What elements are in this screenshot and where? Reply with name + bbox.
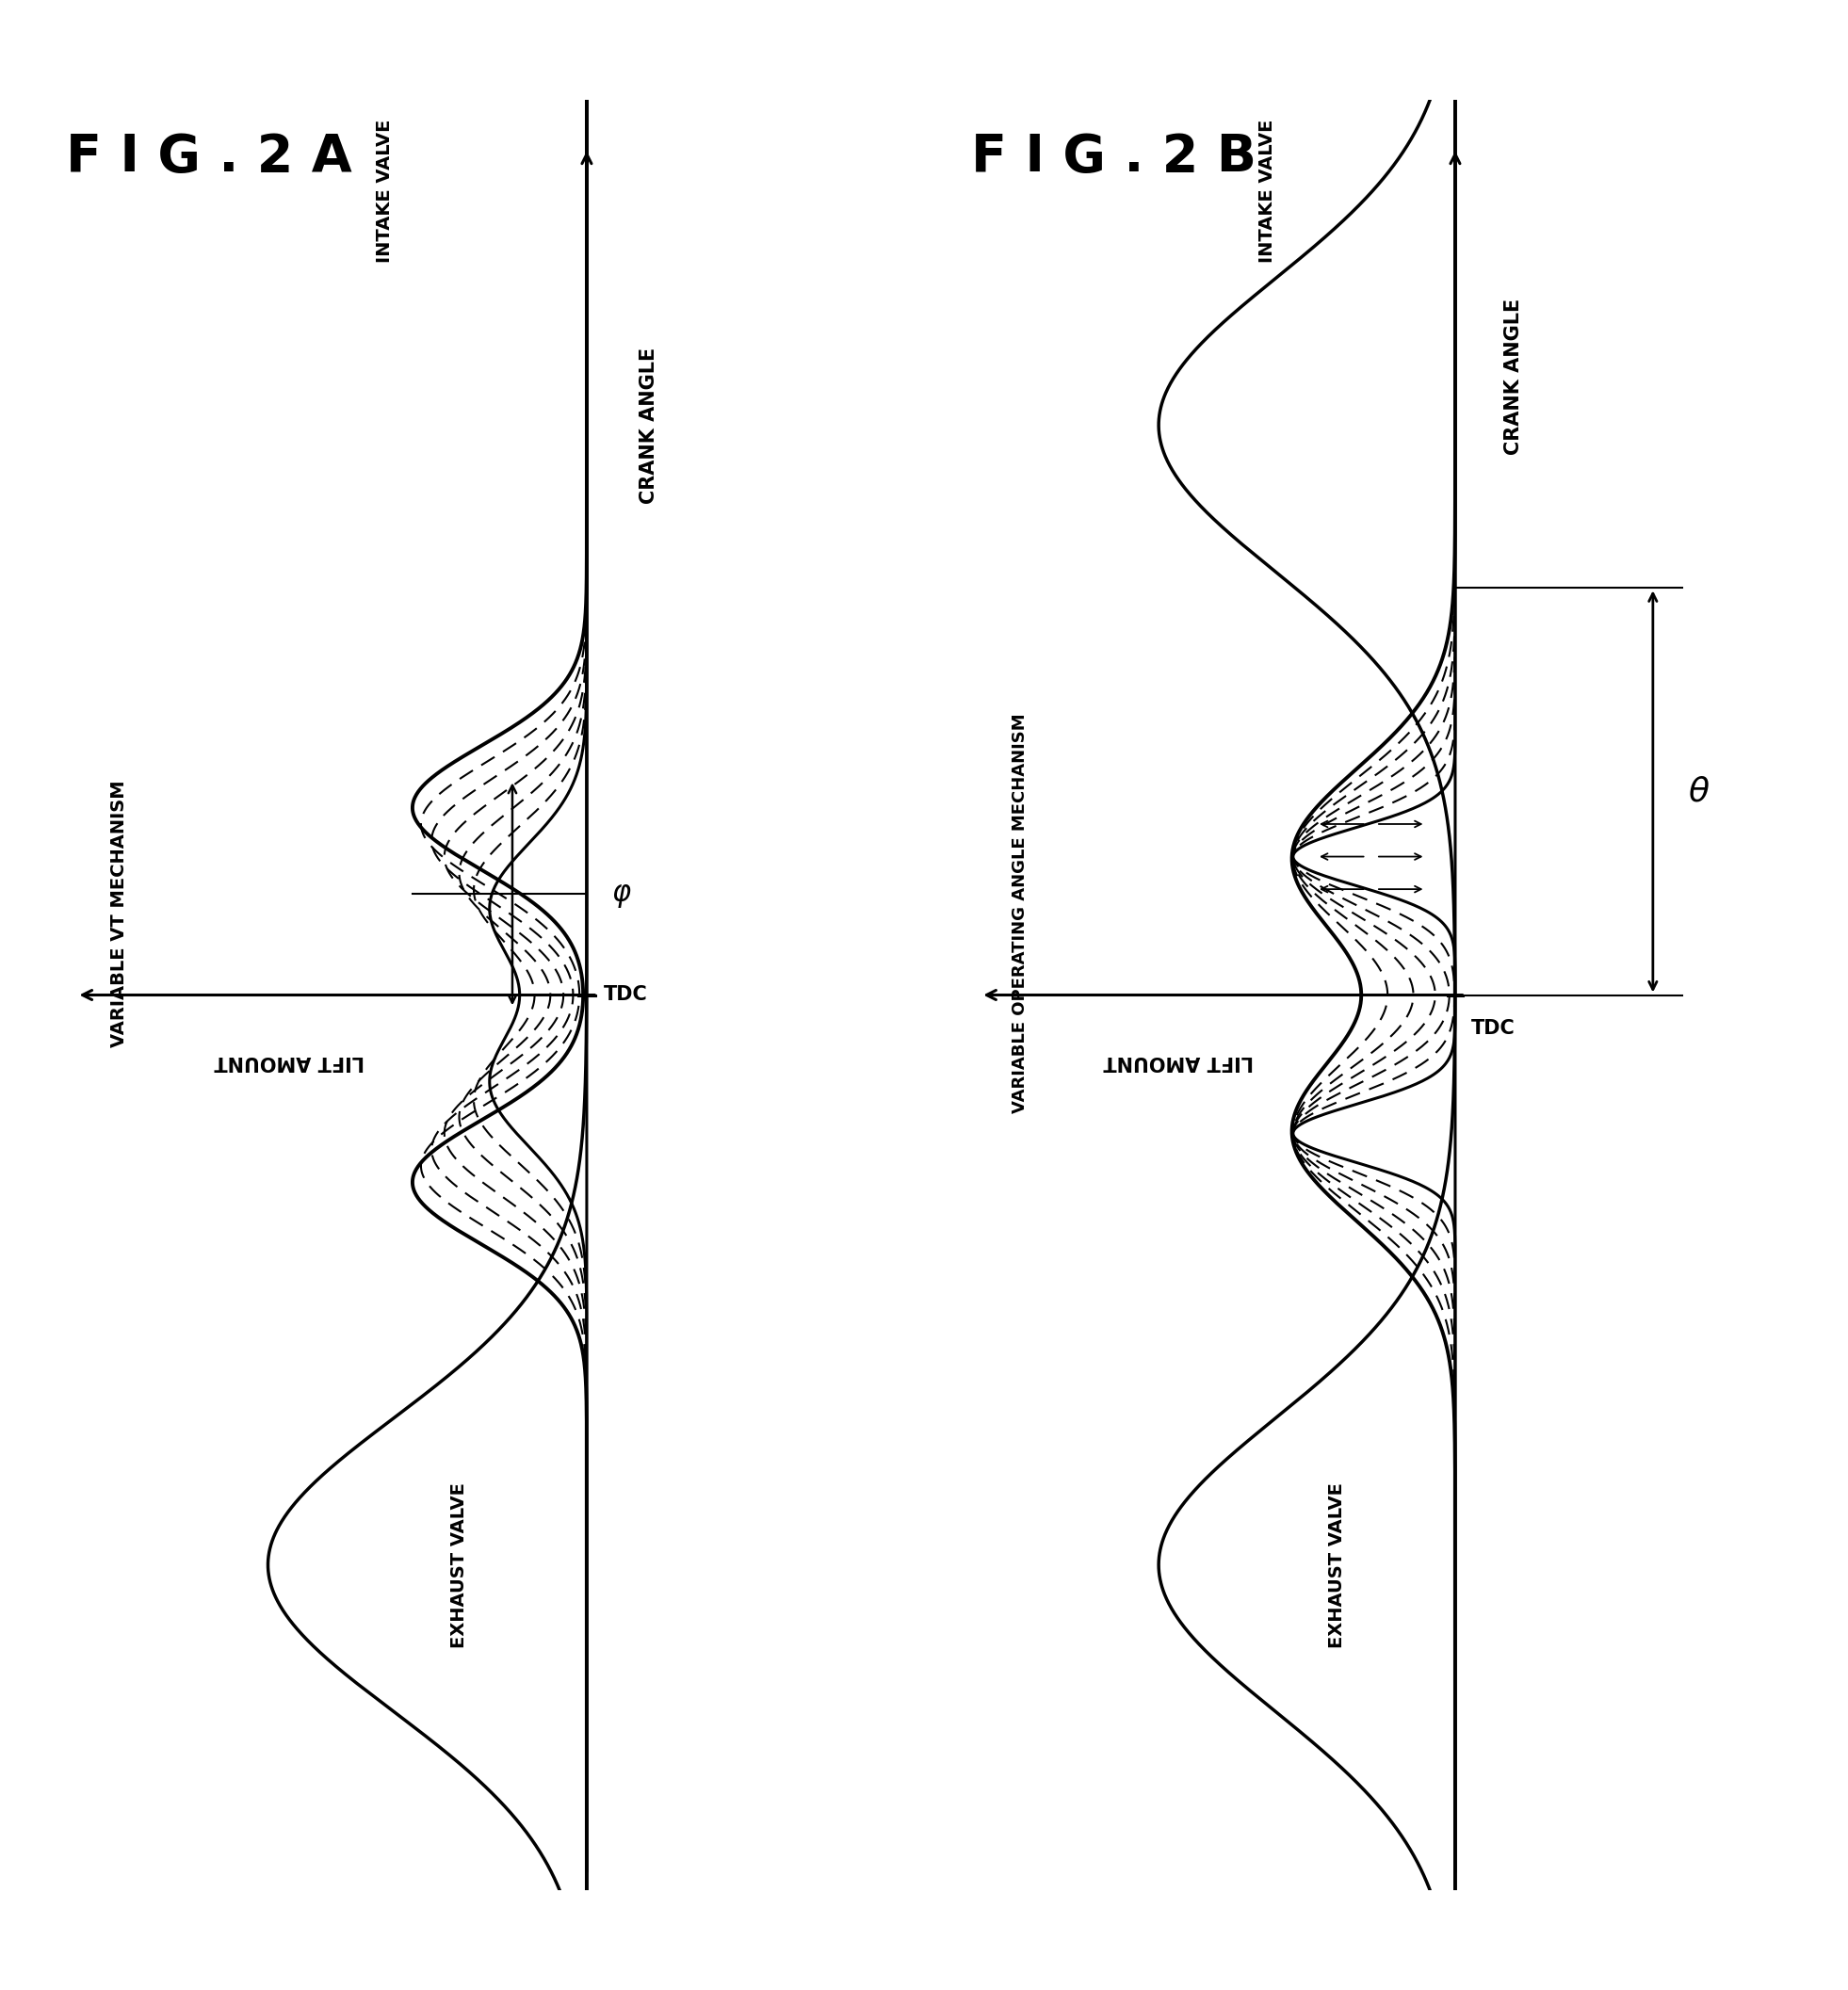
Text: INTAKE VALVE: INTAKE VALVE [375, 119, 394, 263]
Text: INTAKE VALVE: INTAKE VALVE [1258, 119, 1277, 263]
Text: TDC: TDC [1471, 1019, 1515, 1039]
Text: CRANK ANGLE: CRANK ANGLE [639, 346, 658, 503]
Text: VARIABLE OPERATING ANGLE MECHANISM: VARIABLE OPERATING ANGLE MECHANISM [1013, 714, 1029, 1114]
Text: CRANK ANGLE: CRANK ANGLE [1504, 298, 1523, 454]
Text: F I G . 2 B: F I G . 2 B [970, 131, 1257, 183]
Text: EXHAUST VALVE: EXHAUST VALVE [1327, 1483, 1345, 1648]
Text: θ: θ [1689, 776, 1709, 808]
Text: F I G . 2 A: F I G . 2 A [67, 131, 353, 183]
Text: VARIABLE VT MECHANISM: VARIABLE VT MECHANISM [111, 780, 128, 1047]
Text: φ: φ [612, 880, 632, 907]
Text: EXHAUST VALVE: EXHAUST VALVE [451, 1483, 468, 1648]
Text: TDC: TDC [604, 985, 649, 1005]
Text: LIFT AMOUNT: LIFT AMOUNT [1103, 1053, 1253, 1071]
Text: LIFT AMOUNT: LIFT AMOUNT [214, 1053, 364, 1071]
